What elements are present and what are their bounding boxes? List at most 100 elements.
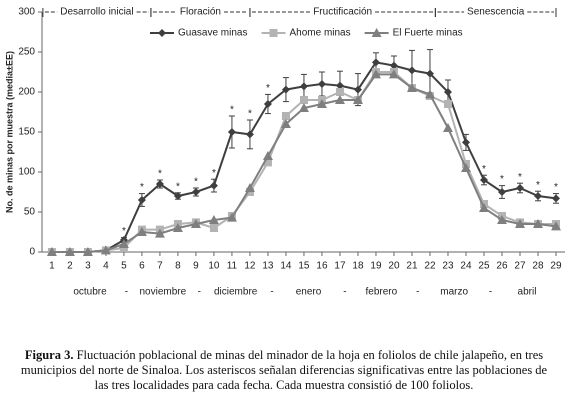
y-tick-label: 100 <box>18 167 35 178</box>
point <box>335 88 344 96</box>
x-tick-label: 20 <box>388 261 400 272</box>
x-tick-label: 8 <box>175 261 181 272</box>
point <box>299 96 308 104</box>
x-tick-label: 27 <box>514 261 526 272</box>
y-tick-label: 0 <box>29 247 35 258</box>
x-tick-label: 19 <box>370 261 382 272</box>
x-tick-label: 18 <box>352 261 364 272</box>
point <box>424 89 435 99</box>
point <box>191 188 200 196</box>
y-tick-label: 50 <box>24 207 36 218</box>
point <box>137 196 146 204</box>
significance-marker: * <box>212 168 216 179</box>
x-tick-label: 24 <box>460 261 472 272</box>
point <box>262 151 273 160</box>
x-tick-label: 11 <box>227 261 238 272</box>
x-tick-label: 7 <box>157 261 163 272</box>
point <box>442 123 453 132</box>
legend-marker <box>269 29 278 37</box>
point <box>208 215 219 224</box>
chart: No. de minas por muestra (media±EE) 0 50 1… <box>4 7 565 298</box>
legend-label: Ahome minas <box>289 28 350 39</box>
point <box>461 138 470 147</box>
point <box>155 180 164 188</box>
significance-marker: * <box>194 177 198 188</box>
x-tick-label: 4 <box>103 261 109 272</box>
point <box>173 192 182 200</box>
month-label: enero <box>296 287 322 298</box>
x-tick-label: 22 <box>424 261 436 272</box>
point <box>209 181 218 190</box>
point <box>316 99 327 108</box>
point <box>209 224 218 232</box>
significance-marker: * <box>122 226 126 237</box>
point <box>100 245 111 255</box>
x-tick-label: 23 <box>442 261 454 272</box>
y-tick-label: 300 <box>18 7 35 18</box>
point <box>370 69 381 79</box>
point <box>533 192 542 200</box>
point <box>136 227 147 236</box>
point <box>190 219 201 228</box>
month-label: - <box>416 287 419 298</box>
point <box>497 188 506 196</box>
x-tick-label: 3 <box>85 261 91 272</box>
month-label: octubre <box>73 287 107 298</box>
significance-marker: * <box>554 182 558 193</box>
point <box>443 100 452 108</box>
x-tick-label: 16 <box>316 261 328 272</box>
point <box>263 100 272 108</box>
point <box>64 247 75 256</box>
x-tick-label: 2 <box>67 261 73 272</box>
caption: Figura 3. Fluctuación poblacional de min… <box>20 348 548 393</box>
significance-marker: * <box>482 164 486 175</box>
point <box>425 69 434 78</box>
x-tick-label: 26 <box>496 261 508 272</box>
y-tick-label: 200 <box>18 87 35 98</box>
point <box>371 58 380 67</box>
month-label: - <box>125 287 128 298</box>
x-tick-label: 6 <box>139 261 145 272</box>
month-label: - <box>270 287 273 298</box>
significance-marker: * <box>158 169 162 180</box>
point <box>460 163 471 172</box>
significance-marker: * <box>266 83 270 94</box>
x-tick-label: 1 <box>49 261 55 272</box>
month-label: diciembre <box>214 287 258 298</box>
x-tick-label: 14 <box>280 261 292 272</box>
point <box>298 103 309 112</box>
x-tick-label: 21 <box>406 261 418 272</box>
x-tick-label: 5 <box>121 261 127 272</box>
point <box>46 247 57 256</box>
point <box>244 183 255 192</box>
point <box>479 176 488 184</box>
point <box>443 88 452 96</box>
significance-marker: * <box>500 174 504 185</box>
point <box>172 223 183 232</box>
x-tick-label: 12 <box>244 261 256 272</box>
point <box>281 112 290 120</box>
legend-marker <box>371 28 382 37</box>
point <box>335 81 344 90</box>
x-tick-label: 9 <box>193 261 199 272</box>
point <box>353 85 362 94</box>
point <box>281 85 290 94</box>
point <box>388 69 399 79</box>
point <box>118 239 129 248</box>
point <box>550 221 561 231</box>
point <box>334 95 345 104</box>
point <box>407 66 416 75</box>
legend-label: Guasave minas <box>178 28 247 39</box>
month-label: febrero <box>365 287 397 298</box>
phase-label: Desarrollo inicial <box>60 7 133 18</box>
month-label: - <box>198 287 201 298</box>
phase-label: Floración <box>180 7 221 18</box>
x-tick-label: 17 <box>334 261 346 272</box>
point <box>317 80 326 88</box>
phase-label: Senescencia <box>467 7 525 18</box>
point <box>478 203 489 212</box>
significance-marker: * <box>176 181 180 192</box>
month-label: - <box>489 287 492 298</box>
point <box>299 82 308 91</box>
